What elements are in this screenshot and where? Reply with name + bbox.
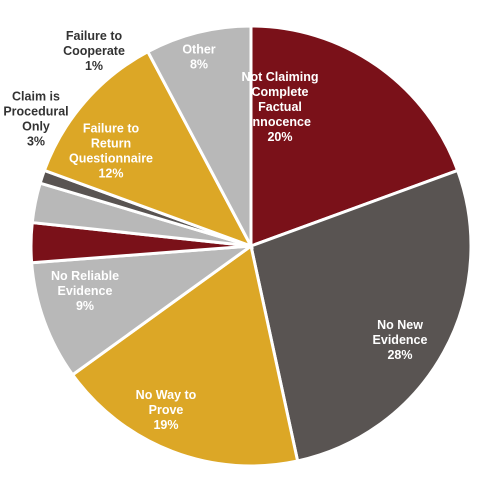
pie-slice-0: [249, 24, 460, 249]
pie-slice-label-line: No Way to: [136, 388, 197, 402]
pie-slice-label-5: Claim is Procedural Only 3%: [3, 90, 68, 149]
pie-slice-label-line: 12%: [98, 167, 123, 181]
pie-slice-label-line: Cooperate: [63, 44, 125, 58]
pie-slices: [29, 24, 473, 468]
pie-slice-label-line: 28%: [387, 348, 412, 362]
pie-slice-label-line: No Reliable: [51, 269, 119, 283]
pie-slice-label-8: Other 8%: [182, 43, 215, 72]
pie-slice-1: [249, 168, 473, 463]
pie-slice-label-line: No New: [377, 318, 423, 332]
pie-slice-label-line: 19%: [153, 418, 178, 432]
pie-slice-label-line: 3%: [27, 135, 45, 149]
pie-slice-label-line: Return: [91, 137, 131, 151]
pie-slice-label-line: Not Claiming: [241, 70, 318, 84]
pie-slice-3: [30, 244, 257, 377]
pie-slice-label-line: 20%: [267, 130, 292, 144]
pie-slice-7: [42, 49, 255, 249]
pie-slice-label-line: Complete: [252, 85, 309, 99]
pie-labels: Not Claiming Complete Factual Innocence 20%N…: [3, 29, 427, 432]
pie-slice-label-line: Evidence: [58, 284, 113, 298]
pie-slice-label-3: No Reliable Evidence 9%: [51, 269, 119, 313]
pie-slice-label-7: Failure to Return Questionnaire 12%: [69, 122, 153, 181]
pie-slice-label-1: No New Evidence 28%: [373, 318, 428, 362]
pie-slice-label-6: Failure to Cooperate 1%: [63, 29, 125, 73]
pie-slice-label-2: No Way to Prove 19%: [136, 388, 197, 432]
pie-slice-label-line: Evidence: [373, 333, 428, 347]
pie-slice-label-line: Innocence: [249, 115, 311, 129]
pie-slice-label-line: Factual: [258, 100, 302, 114]
pie-slice-label-line: Only: [22, 120, 50, 134]
pie-slice-label-line: Other: [182, 43, 215, 57]
pie-slice-label-line: Failure to: [66, 29, 123, 43]
pie-slice-label-line: Failure to: [83, 122, 140, 136]
pie-slice-label-line: 8%: [190, 58, 208, 72]
pie-slice-2: [70, 243, 300, 468]
pie-slice-label-line: Prove: [149, 403, 184, 417]
pie-slice-8: [145, 24, 253, 247]
pie-slice-label-line: Claim is: [12, 90, 60, 104]
pie-slice-label-line: Questionnaire: [69, 152, 153, 166]
pie-slice-label-line: 9%: [76, 299, 94, 313]
pie-slice-label-line: Procedural: [3, 105, 68, 119]
pie-slice-label-line: 1%: [85, 59, 103, 73]
pie-slice-label-0: Not Claiming Complete Factual Innocence 20%: [241, 70, 318, 144]
